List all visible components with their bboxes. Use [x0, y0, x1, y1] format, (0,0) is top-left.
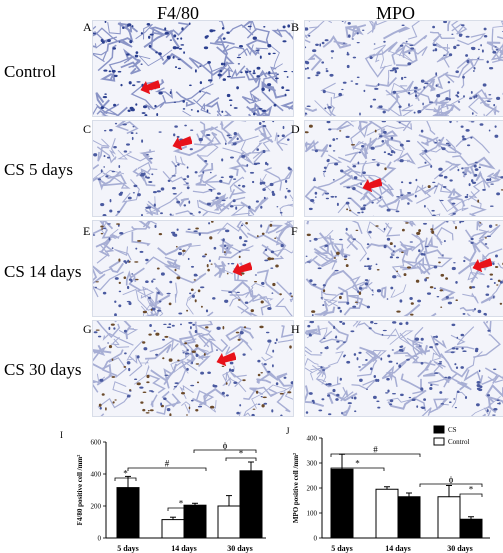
y-tick-label: 400: [307, 435, 318, 443]
row-label-cs-5-days: CS 5 days: [4, 160, 73, 180]
y-tick-label: 200: [91, 503, 102, 511]
y-tick-label: 0: [98, 535, 102, 543]
micrograph-panel-d: [304, 120, 503, 217]
significance-symbol: *: [469, 485, 474, 495]
red-arrow-icon: [140, 80, 160, 99]
significance-symbol: *: [123, 469, 128, 479]
panel-letter-e: E: [83, 224, 90, 239]
red-arrow-icon: [232, 262, 252, 281]
significance-symbol: ϕ: [449, 475, 454, 485]
y-tick-label: 100: [307, 510, 318, 518]
bar-cs-14-days: [184, 505, 206, 538]
y-axis-label: MPO positive cell /mm²: [292, 453, 300, 523]
row-label-control: Control: [4, 62, 56, 82]
significance-symbol: ϕ: [223, 441, 228, 451]
red-arrow-icon: [216, 352, 236, 371]
bar-control-30-days: [438, 497, 460, 538]
legend-swatch-control: [434, 438, 444, 445]
row-label-cs-14-days: CS 14 days: [4, 262, 81, 282]
legend-label-control: Control: [448, 438, 469, 446]
significance-symbol: *: [179, 499, 184, 509]
panel-letter-h: H: [291, 322, 300, 337]
x-category-label: 14 days: [171, 544, 197, 553]
x-category-label: 14 days: [385, 544, 411, 553]
chart-j-mpo: 0 100 200 300 400 MPO positive cell /mm² 5 day…: [286, 424, 501, 553]
panel-letter-c: C: [83, 122, 91, 137]
micrograph-panel-g: [92, 320, 294, 417]
x-category-label: 30 days: [227, 544, 253, 553]
red-arrow-icon: [172, 136, 192, 155]
chart-i-f480: 0 200 400 600 F4/80 positive cell /mm² 5 days…: [60, 428, 280, 553]
panel-letter-d: D: [291, 122, 300, 137]
micrograph-panel-a: [92, 20, 294, 117]
bar-control-14-days: [162, 520, 184, 538]
chart-panel-letter: J: [286, 426, 290, 436]
y-tick-label: 600: [91, 439, 102, 447]
bar-control-30-days: [218, 506, 240, 538]
x-category-label: 5 days: [117, 544, 139, 553]
y-tick-label: 0: [314, 535, 318, 543]
legend-swatch-cs: [434, 426, 444, 433]
chart-panel-letter: I: [60, 430, 63, 440]
legend-label-cs: CS: [448, 426, 457, 434]
panel-letter-b: B: [291, 20, 299, 35]
significance-symbol: *: [355, 459, 360, 469]
micrograph-panel-b: [304, 20, 503, 117]
micrograph-panel-h: [304, 320, 503, 417]
micrograph-panel-e: [92, 220, 294, 317]
bar-cs-30-days: [240, 471, 262, 538]
bar-cs-14-days: [398, 497, 420, 538]
x-category-label: 5 days: [331, 544, 353, 553]
bar-cs-5-days: [117, 488, 139, 538]
bar-cs-5-days: [331, 469, 353, 538]
bar-cs-30-days: [460, 519, 482, 538]
panel-letter-a: A: [83, 20, 92, 35]
red-arrow-icon: [362, 178, 382, 197]
y-axis-label: F4/80 positive cell /mm²: [76, 455, 84, 526]
y-tick-label: 300: [307, 460, 318, 468]
y-tick-label: 200: [307, 485, 318, 493]
significance-symbol: *: [239, 449, 244, 459]
row-label-cs-30-days: CS 30 days: [4, 360, 81, 380]
y-tick-label: 400: [91, 471, 102, 479]
significance-symbol: #: [165, 459, 170, 469]
significance-symbol: #: [373, 445, 378, 455]
red-arrow-icon: [472, 258, 492, 277]
micrograph-panel-c: [92, 120, 294, 217]
panel-letter-g: G: [83, 322, 92, 337]
panel-letter-f: F: [291, 224, 298, 239]
x-category-label: 30 days: [447, 544, 473, 553]
bar-control-14-days: [376, 489, 398, 538]
